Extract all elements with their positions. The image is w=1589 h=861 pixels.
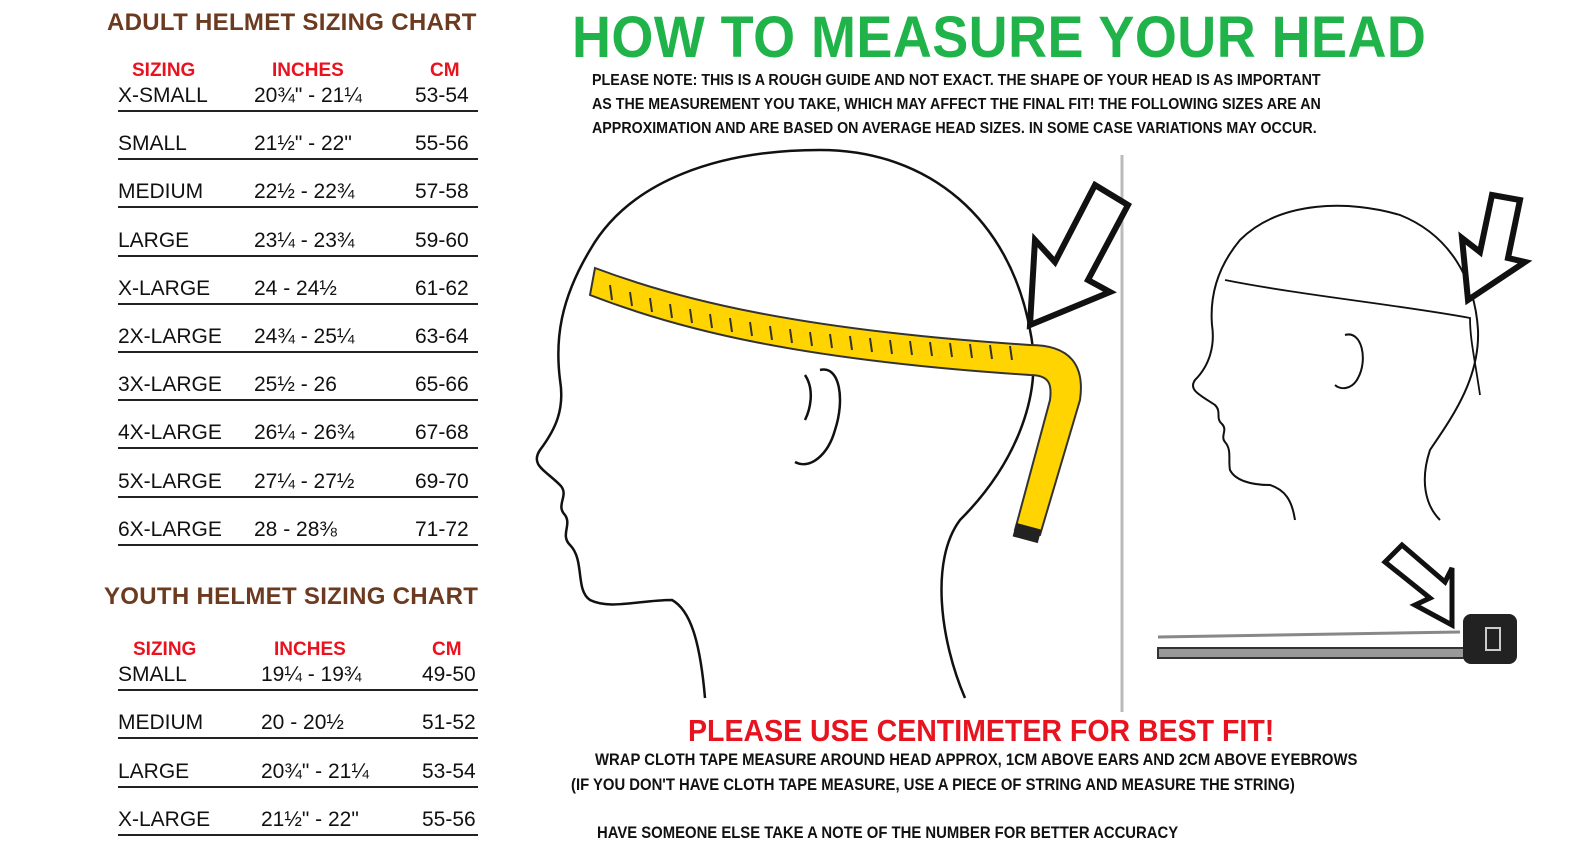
cm-range: 61-62 bbox=[415, 276, 469, 300]
size-label: X-LARGE bbox=[118, 276, 211, 300]
instruction-string: (IF YOU DON'T HAVE CLOTH TAPE MEASURE, U… bbox=[571, 776, 1295, 794]
size-label: SMALL bbox=[118, 663, 187, 686]
cm-range: 53-54 bbox=[422, 759, 476, 783]
small-head-outline bbox=[1192, 204, 1480, 521]
size-row: MEDIUM 22½ - 22¾ 57-58 bbox=[118, 176, 478, 209]
string-line bbox=[1224, 279, 1481, 396]
tape-end-tab bbox=[1012, 522, 1042, 544]
small-ear bbox=[1334, 333, 1364, 390]
instruction-wrap: WRAP CLOTH TAPE MEASURE AROUND HEAD APPR… bbox=[595, 751, 1358, 769]
inches-range: 21½" - 22" bbox=[261, 807, 359, 831]
size-label: 3X-LARGE bbox=[118, 373, 222, 397]
arrow-icon-tape bbox=[1381, 541, 1455, 630]
size-row: 5X-LARGE 27¼ - 27½ 69-70 bbox=[118, 466, 478, 498]
retractable-tape-blade bbox=[1157, 647, 1469, 659]
large-head-outline bbox=[535, 148, 1035, 699]
cm-range: 55-56 bbox=[415, 132, 469, 156]
note-line-1: PLEASE NOTE: THIS IS A ROUGH GUIDE AND N… bbox=[592, 72, 1321, 89]
cm-range: 49-50 bbox=[422, 663, 476, 686]
adult-chart-title: ADULT HELMET SIZING CHART bbox=[107, 9, 477, 36]
youth-header-inches: INCHES bbox=[274, 639, 346, 660]
arrow-icon-small bbox=[1458, 191, 1533, 306]
size-row: 3X-LARGE 25½ - 26 65-66 bbox=[118, 369, 478, 402]
size-row: X-LARGE 21½" - 22" 55-56 bbox=[118, 804, 478, 836]
cm-range: 53-54 bbox=[415, 84, 469, 107]
adult-header-sizing: SIZING bbox=[132, 60, 196, 81]
cm-range: 55-56 bbox=[422, 807, 476, 831]
guide-title: HOW TO MEASURE YOUR HEAD bbox=[572, 5, 1427, 70]
inches-range: 24¾ - 25¼ bbox=[254, 325, 355, 348]
size-label: 6X-LARGE bbox=[118, 517, 222, 541]
cm-range: 59-60 bbox=[415, 228, 469, 252]
inches-range: 27¼ - 27½ bbox=[254, 469, 355, 493]
tape-measure-band bbox=[588, 266, 1082, 537]
size-label: 4X-LARGE bbox=[118, 421, 222, 445]
large-ear bbox=[794, 368, 842, 466]
size-row: SMALL 21½" - 22" 55-56 bbox=[118, 128, 478, 161]
size-label: MEDIUM bbox=[118, 180, 204, 204]
size-label: 5X-LARGE bbox=[118, 469, 222, 493]
inches-range: 26¼ - 26¾ bbox=[254, 421, 355, 445]
centimeter-emphasis: PLEASE USE CENTIMETER FOR BEST FIT! bbox=[688, 713, 1275, 748]
inches-range: 20¾" - 21¼ bbox=[261, 759, 369, 783]
youth-chart-title: YOUTH HELMET SIZING CHART bbox=[104, 583, 479, 610]
size-row: X-SMALL 20¾" - 21¼ 53-54 bbox=[118, 80, 478, 112]
cm-range: 57-58 bbox=[415, 180, 469, 204]
inches-range: 23¼ - 23¾ bbox=[254, 228, 355, 252]
cm-range: 71-72 bbox=[415, 517, 469, 541]
adult-header-inches: INCHES bbox=[272, 60, 344, 81]
inches-range: 25½ - 26 bbox=[254, 373, 337, 397]
size-label: MEDIUM bbox=[118, 711, 204, 735]
inches-range: 22½ - 22¾ bbox=[254, 180, 355, 204]
inches-range: 24 - 24½ bbox=[254, 276, 337, 300]
size-label: LARGE bbox=[118, 228, 190, 252]
cm-range: 63-64 bbox=[415, 325, 469, 348]
note-line-2: AS THE MEASUREMENT YOU TAKE, WHICH MAY A… bbox=[592, 96, 1321, 113]
cm-range: 65-66 bbox=[415, 373, 469, 397]
tape-ticks bbox=[609, 284, 1013, 361]
size-row: LARGE 23¼ - 23¾ 59-60 bbox=[118, 225, 478, 257]
cm-range: 69-70 bbox=[415, 469, 469, 493]
size-row: 2X-LARGE 24¾ - 25¼ 63-64 bbox=[118, 321, 478, 353]
size-row: X-LARGE 24 - 24½ 61-62 bbox=[118, 273, 478, 305]
size-label: 2X-LARGE bbox=[118, 325, 222, 348]
size-label: X-SMALL bbox=[118, 84, 208, 107]
adult-header-cm: CM bbox=[430, 60, 460, 81]
inches-range: 19¼ - 19¾ bbox=[261, 663, 362, 686]
arrow-icon-large bbox=[1026, 180, 1132, 330]
inches-range: 20 - 20½ bbox=[261, 711, 344, 735]
cm-range: 67-68 bbox=[415, 421, 469, 445]
instruction-accuracy: HAVE SOMEONE ELSE TAKE A NOTE OF THE NUM… bbox=[597, 824, 1179, 842]
size-row: LARGE 20¾" - 21¼ 53-54 bbox=[118, 756, 478, 788]
size-row: 6X-LARGE 28 - 28⅜ 71-72 bbox=[118, 514, 478, 546]
size-label: LARGE bbox=[118, 759, 190, 783]
inches-range: 20¾" - 21¼ bbox=[254, 84, 362, 107]
youth-header-sizing: SIZING bbox=[133, 639, 197, 660]
size-label: X-LARGE bbox=[118, 807, 211, 831]
inches-range: 21½" - 22" bbox=[254, 132, 352, 156]
size-label: SMALL bbox=[118, 132, 187, 156]
note-line-3: APPROXIMATION AND ARE BASED ON AVERAGE H… bbox=[592, 120, 1317, 137]
inches-range: 28 - 28⅜ bbox=[254, 517, 337, 541]
tape-measure-case-icon bbox=[1463, 614, 1517, 664]
measuring-string bbox=[1157, 630, 1461, 639]
size-row: 4X-LARGE 26¼ - 26¾ 67-68 bbox=[118, 417, 478, 450]
size-row: MEDIUM 20 - 20½ 51-52 bbox=[118, 707, 478, 740]
youth-header-cm: CM bbox=[432, 639, 462, 660]
size-row: SMALL 19¼ - 19¾ 49-50 bbox=[118, 659, 478, 691]
cm-range: 51-52 bbox=[422, 711, 476, 735]
